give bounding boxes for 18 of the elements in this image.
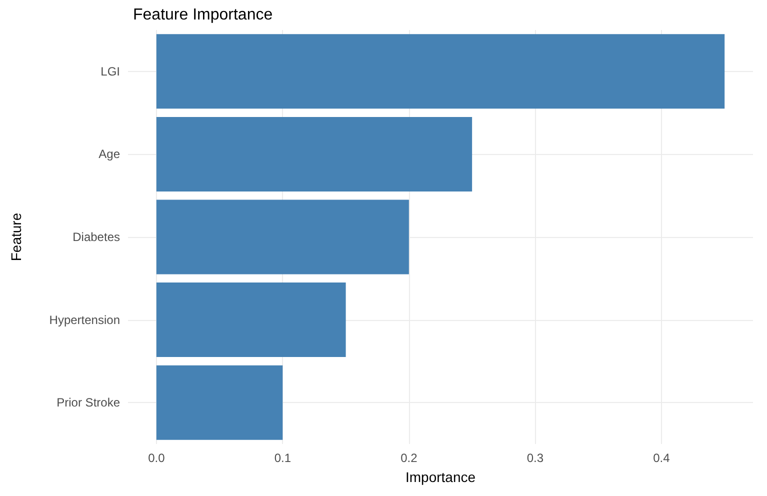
x-tick-label: 0.3 bbox=[526, 451, 544, 465]
y-tick-label: Hypertension bbox=[49, 312, 120, 327]
x-tick-label: 0.1 bbox=[274, 451, 292, 465]
bar bbox=[156, 116, 472, 192]
x-tick-label: 0.0 bbox=[148, 451, 166, 465]
bar bbox=[156, 200, 409, 274]
x-tick-label: 0.4 bbox=[653, 451, 670, 465]
y-axis-title: Feature bbox=[8, 212, 24, 262]
bar bbox=[156, 282, 346, 358]
bar bbox=[156, 34, 725, 109]
bar bbox=[156, 365, 283, 440]
y-tick-label: Age bbox=[98, 147, 120, 162]
y-tick-label: Prior Stroke bbox=[56, 396, 120, 410]
y-tick-label: Diabetes bbox=[72, 230, 120, 244]
y-tick-label: LGI bbox=[100, 64, 120, 78]
x-axis-title: Importance bbox=[405, 469, 476, 485]
chart-title: Feature Importance bbox=[133, 6, 273, 24]
x-tick-label: 0.2 bbox=[400, 451, 418, 465]
